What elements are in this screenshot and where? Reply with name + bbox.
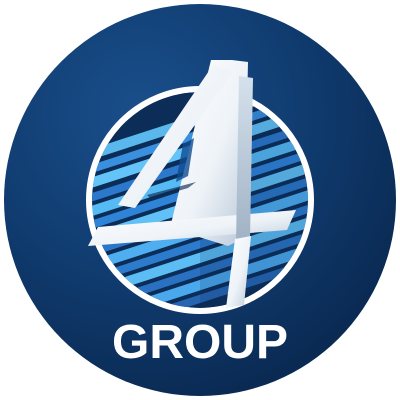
numeral-four-icon — [88, 60, 296, 308]
wordmark: GROUP — [112, 316, 288, 369]
